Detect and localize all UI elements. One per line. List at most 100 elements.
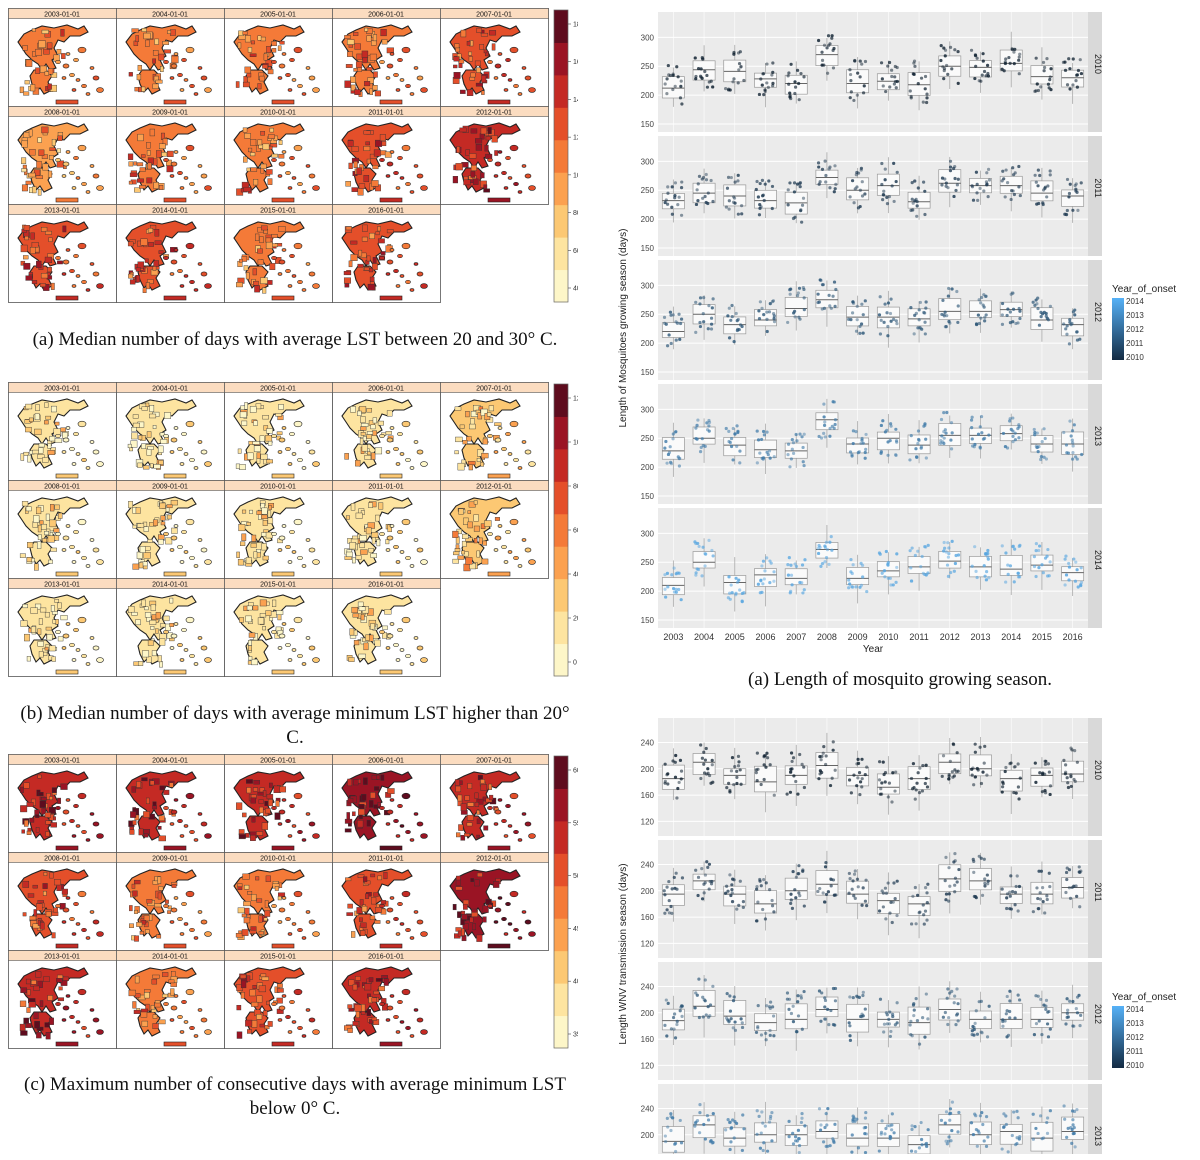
prefecture-region	[260, 453, 268, 460]
data-point	[817, 165, 821, 169]
data-point	[1079, 71, 1084, 76]
data-point	[1008, 1016, 1012, 1020]
facet-strip	[1088, 384, 1102, 504]
island	[293, 792, 303, 800]
data-point	[1063, 557, 1067, 561]
prefecture-region	[377, 420, 384, 426]
data-point	[666, 772, 670, 776]
data-point	[886, 334, 890, 338]
data-point	[884, 891, 889, 895]
prefecture-region	[31, 28, 36, 32]
data-point	[830, 36, 834, 40]
data-point	[952, 166, 956, 171]
data-point	[828, 783, 833, 788]
island	[285, 544, 291, 550]
box-body	[1061, 189, 1085, 207]
box-body	[815, 996, 839, 1018]
island	[308, 821, 316, 827]
data-point	[848, 1024, 852, 1028]
prefecture-region	[167, 514, 172, 520]
prefecture-region	[377, 802, 382, 807]
data-point	[956, 320, 960, 325]
island	[69, 544, 75, 550]
prefecture-region	[40, 922, 45, 930]
prefecture-region	[452, 558, 459, 564]
prefecture-region	[480, 462, 484, 467]
data-point	[789, 457, 793, 461]
data-point	[771, 299, 775, 303]
data-point	[849, 79, 853, 83]
data-point	[886, 881, 890, 885]
data-point	[1063, 772, 1067, 776]
data-point	[946, 555, 951, 559]
data-point	[724, 205, 729, 209]
prefecture-region	[243, 265, 249, 271]
data-point	[732, 782, 736, 787]
data-point	[822, 431, 826, 435]
data-point	[757, 92, 762, 97]
prefecture-region	[61, 888, 68, 895]
prefecture-region	[256, 1014, 263, 1020]
crete-island	[55, 1041, 79, 1047]
island	[183, 648, 189, 652]
prefecture-region	[367, 77, 374, 84]
data-point	[983, 744, 987, 748]
data-point	[946, 72, 950, 76]
data-point	[696, 66, 701, 71]
prefecture-region	[365, 634, 370, 641]
map-cell: 2006-01-01	[332, 382, 441, 481]
data-point	[822, 745, 826, 749]
prefecture-region	[241, 420, 248, 426]
box	[692, 45, 716, 92]
data-point	[698, 296, 703, 300]
map-strip	[440, 8, 549, 19]
facet-strip-label: 2013	[1093, 426, 1103, 446]
island	[85, 564, 91, 568]
data-point	[851, 563, 855, 567]
data-point	[882, 189, 886, 193]
data-point	[856, 885, 860, 889]
data-point	[759, 1131, 763, 1135]
box	[969, 545, 992, 590]
data-point	[791, 441, 796, 445]
data-point	[823, 560, 827, 564]
data-point	[665, 92, 669, 96]
island	[75, 1020, 81, 1024]
data-point	[880, 161, 884, 166]
data-point	[820, 561, 825, 566]
data-point	[952, 774, 956, 778]
data-point	[795, 68, 800, 72]
data-point	[665, 461, 669, 465]
data-point	[802, 287, 806, 292]
box	[999, 164, 1023, 212]
data-point	[852, 98, 856, 103]
data-point	[770, 898, 774, 903]
prefecture-region	[386, 229, 394, 234]
prefecture-region	[158, 185, 164, 190]
prefecture-region	[29, 149, 36, 156]
data-point	[1006, 1033, 1011, 1037]
prefecture-region	[129, 905, 133, 912]
prefecture-region	[159, 502, 166, 509]
data-point	[1035, 445, 1039, 450]
prefecture-region	[33, 1012, 39, 1020]
island	[497, 426, 503, 430]
prefecture-region	[141, 406, 148, 411]
island	[399, 176, 405, 180]
box	[784, 281, 808, 331]
map-cell: 2006-01-01	[332, 8, 441, 107]
y-tick-label: 120	[641, 1061, 655, 1070]
data-point	[706, 327, 710, 331]
data-point	[921, 903, 925, 907]
data-point	[679, 777, 683, 781]
data-point	[983, 319, 987, 323]
data-point	[913, 797, 917, 801]
data-point	[863, 1007, 867, 1011]
prefecture-region	[137, 178, 144, 183]
data-point	[677, 312, 681, 316]
data-point	[1064, 327, 1068, 331]
data-point	[677, 587, 681, 592]
island	[293, 518, 303, 526]
data-point	[911, 208, 915, 212]
data-point	[847, 891, 851, 895]
